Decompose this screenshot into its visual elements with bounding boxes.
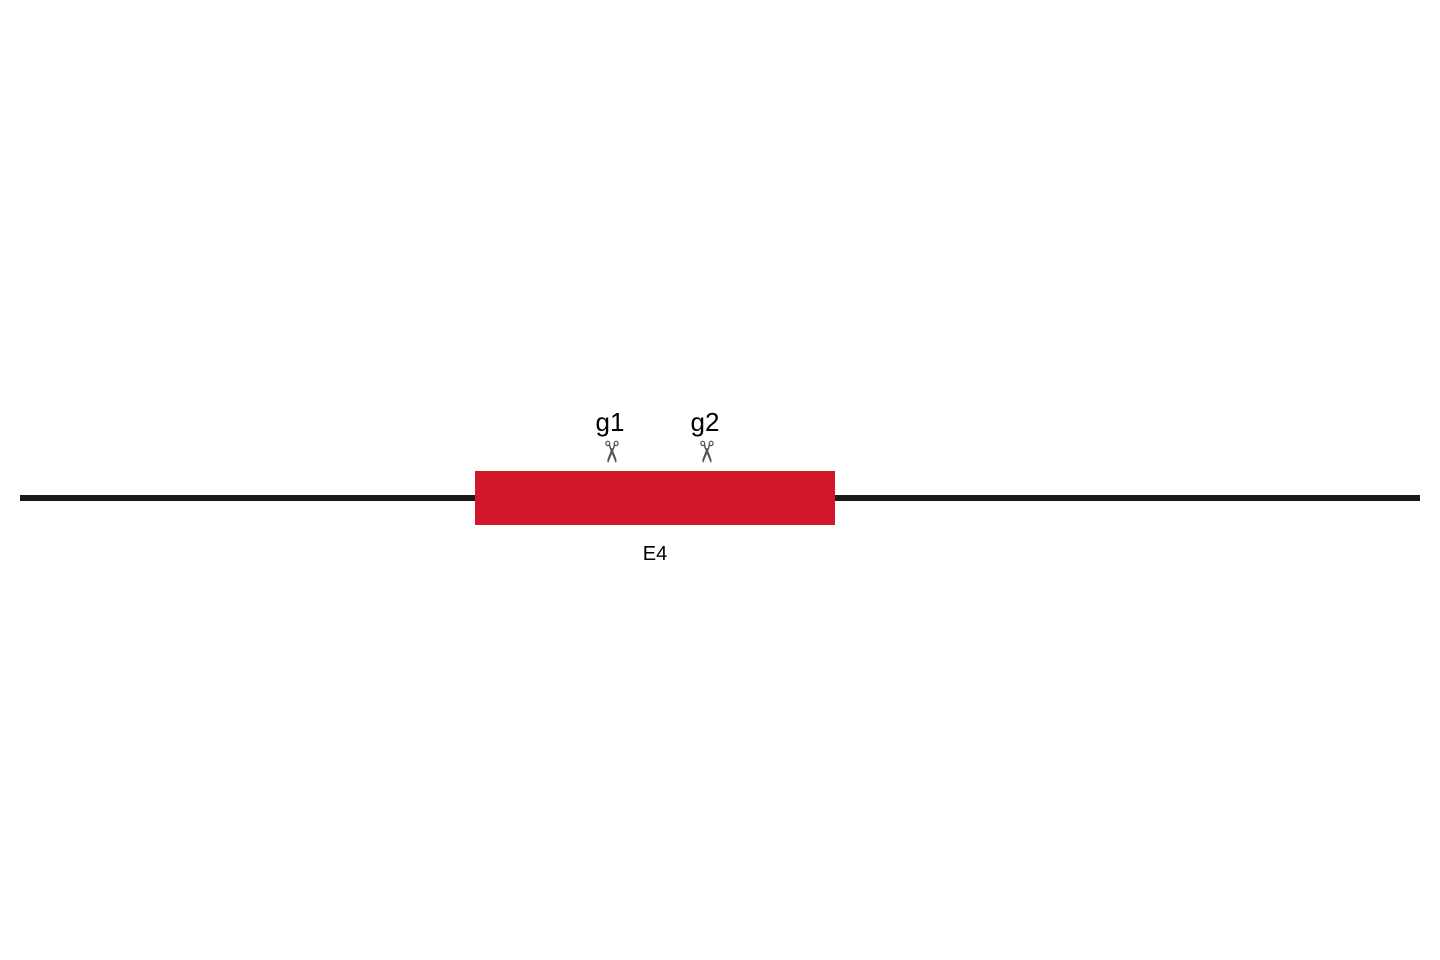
axis-line-right — [835, 495, 1420, 501]
exon-label: E4 — [475, 543, 835, 566]
gene-diagram: E4✂g1✂g2 — [0, 0, 1440, 960]
exon-box — [475, 471, 835, 525]
cut-site-label: g2 — [665, 407, 745, 438]
cut-site-label: g1 — [570, 407, 650, 438]
axis-line-left — [20, 495, 475, 501]
